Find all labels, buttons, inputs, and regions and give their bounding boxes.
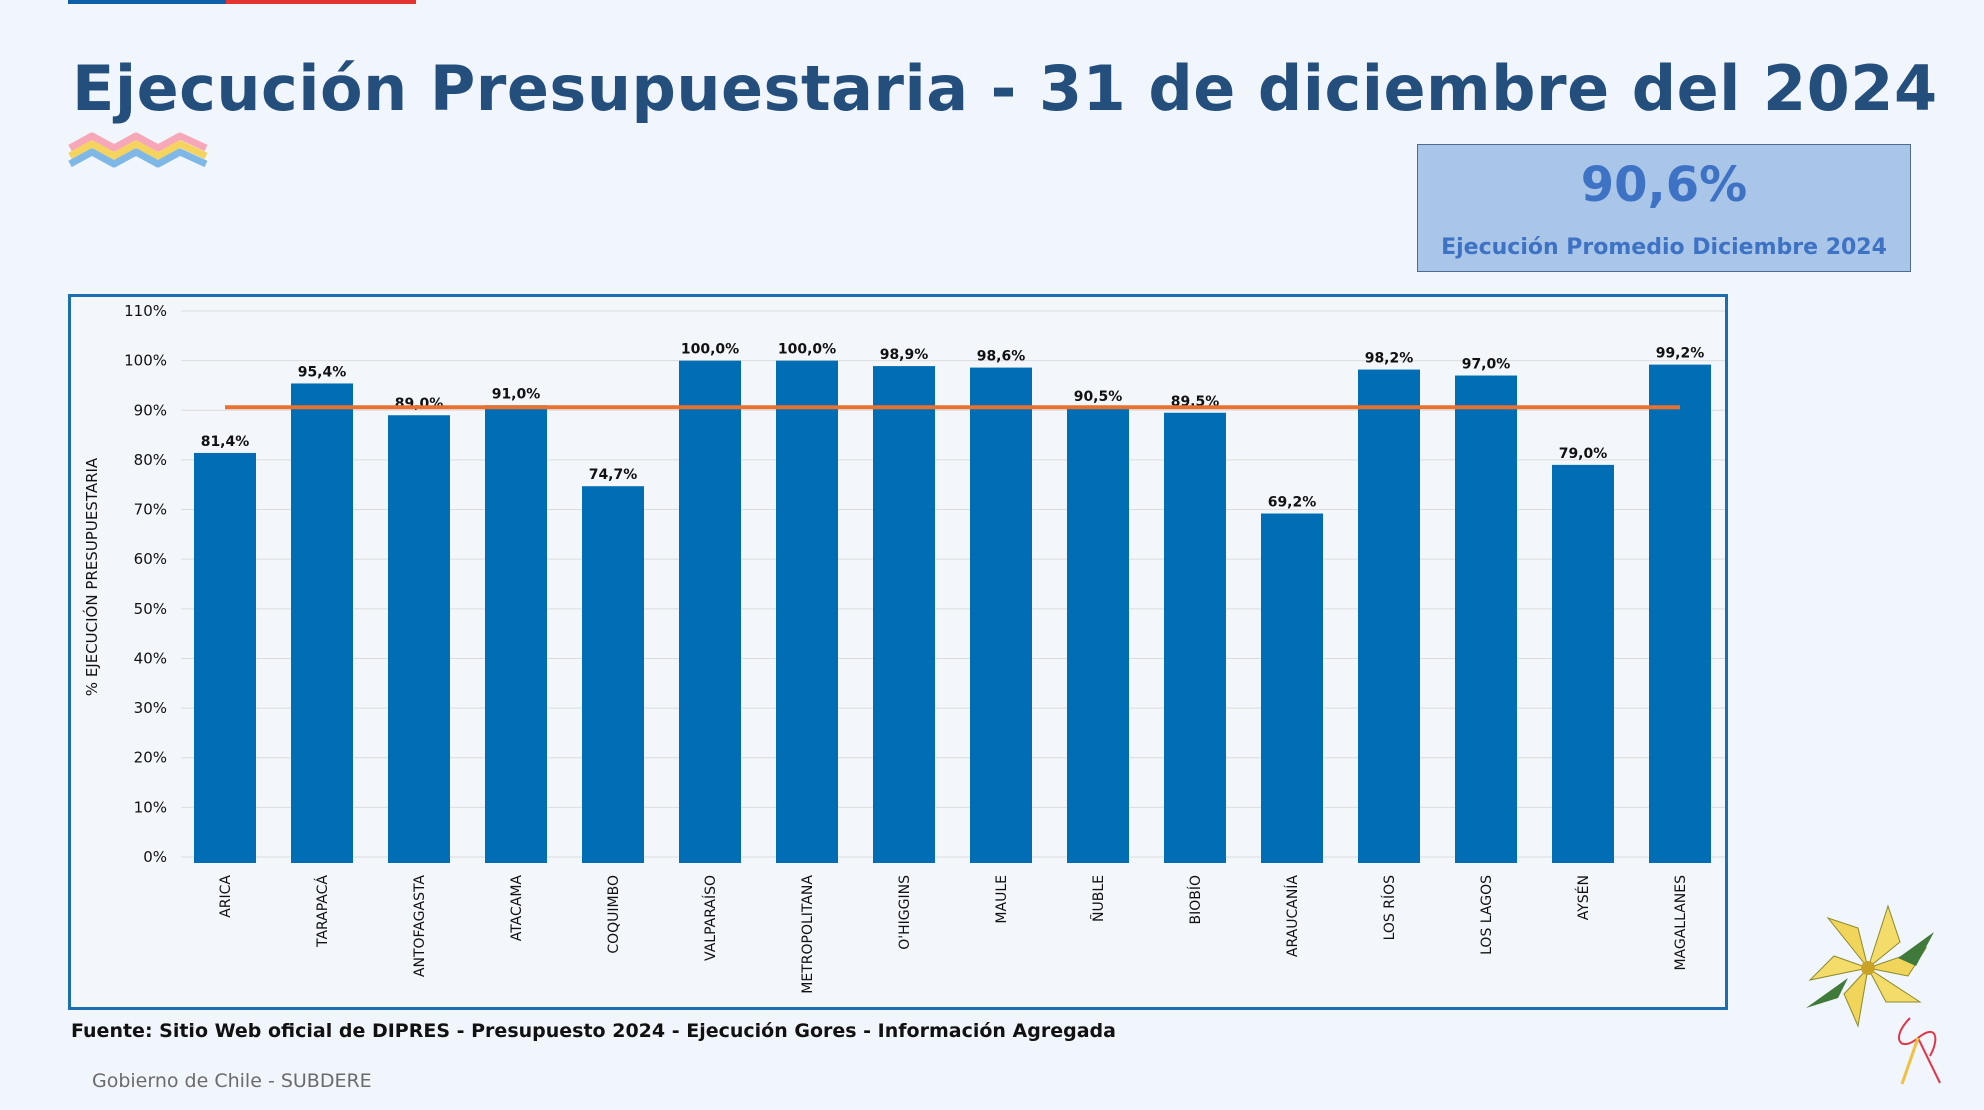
y-tick-label: 20% [134, 749, 167, 767]
flag-stripe [68, 0, 416, 4]
bar [1649, 364, 1711, 863]
data-label: 97,0% [1462, 357, 1511, 373]
bar [485, 405, 547, 863]
bar [1067, 407, 1129, 863]
footer-text: Gobierno de Chile - SUBDERE [92, 1070, 372, 1092]
page-title: Ejecución Presupuestaria - 31 de diciemb… [72, 52, 1938, 125]
x-tick-label: MAULE [994, 875, 1010, 924]
data-label: 98,2% [1365, 351, 1414, 367]
y-axis-label: % EJECUCIÓN PRESUPUESTARIA [82, 457, 101, 696]
y-tick-label: 70% [134, 501, 167, 519]
y-tick-label: 40% [134, 649, 167, 667]
y-tick-label: 80% [134, 451, 167, 469]
bar [1358, 369, 1420, 863]
x-tick-label: VALPARAÍSO [702, 875, 719, 961]
x-tick-label: METROPOLITANA [800, 875, 816, 994]
y-tick-label: 30% [134, 699, 167, 717]
kpi-label: Ejecución Promedio Diciembre 2024 [1441, 235, 1887, 260]
data-label: 81,4% [201, 434, 250, 450]
y-tick-label: 110% [124, 302, 167, 320]
kpi-card: 90,6% Ejecución Promedio Diciembre 2024 [1417, 144, 1911, 272]
bar [582, 486, 644, 863]
data-label: 100,0% [681, 342, 739, 358]
bar [291, 383, 353, 863]
flag-stripe-red [226, 0, 416, 4]
bar [194, 452, 256, 863]
zigzag-ribbon-icon [68, 132, 208, 168]
x-tick-label: ATACAMA [509, 875, 525, 942]
bar [1455, 375, 1517, 863]
source-note: Fuente: Sitio Web oficial de DIPRES - Pr… [71, 1020, 1116, 1042]
data-label: 91,0% [492, 386, 541, 402]
x-tick-label: BIOBÍO [1187, 875, 1204, 925]
bar [873, 366, 935, 863]
bar-chart: 0% 10% 20% 30% 40% 50% 60% 70% 80% 90% 100% 110% % E… [82, 302, 1725, 994]
data-label: 99,2% [1656, 346, 1705, 362]
kpi-value: 90,6% [1580, 157, 1748, 213]
y-tick-label: 10% [134, 798, 167, 816]
bar [679, 360, 741, 863]
data-label: 95,4% [298, 364, 347, 380]
bar [388, 415, 450, 863]
y-tick-label: 50% [134, 600, 167, 618]
bar [776, 360, 838, 863]
data-label: 79,0% [1559, 446, 1608, 462]
y-tick-label: 60% [134, 550, 167, 568]
poinsettia-decoration-icon [1806, 904, 1941, 1085]
x-tick-label: O'HIGGINS [897, 875, 913, 950]
data-label: 89,0% [395, 396, 444, 412]
x-tick-label: ARICA [218, 875, 234, 918]
x-tick-label: MAGALLANES [1673, 875, 1689, 971]
flag-stripe-blue [68, 0, 226, 4]
y-tick-label: 100% [124, 352, 167, 370]
x-tick-label: LOS RÍOS [1381, 875, 1398, 941]
data-label: 98,6% [977, 349, 1026, 365]
data-label: 74,7% [589, 467, 638, 483]
x-tick-label: COQUIMBO [606, 875, 622, 954]
x-tick-label: TARAPACÁ [314, 875, 331, 948]
bar [1552, 464, 1614, 863]
x-tick-label: ÑUBLE [1090, 875, 1107, 922]
y-tick-label: 90% [134, 401, 167, 419]
x-tick-label: LOS LAGOS [1479, 875, 1495, 955]
x-tick-label: AYSÉN [1575, 875, 1592, 920]
bar [970, 367, 1032, 863]
data-label: 98,9% [880, 347, 929, 363]
data-label: 90,5% [1074, 389, 1123, 405]
data-label: 69,2% [1268, 495, 1317, 511]
bar [1261, 513, 1323, 863]
x-tick-label: ANTOFAGASTA [412, 875, 428, 977]
y-tick-label: 0% [143, 848, 167, 866]
data-label: 100,0% [778, 342, 836, 358]
bar [1164, 412, 1226, 863]
x-tick-label: ARAUCANÍA [1284, 875, 1301, 958]
chart-frame: 0% 10% 20% 30% 40% 50% 60% 70% 80% 90% 100% 110% % E… [68, 294, 1728, 1010]
